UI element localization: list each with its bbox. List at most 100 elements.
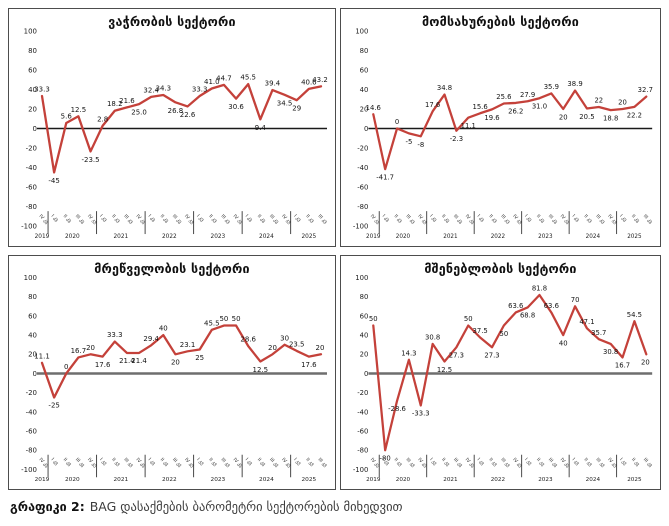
x-axis-quarter-label: II კვ (207, 457, 218, 468)
x-axis-quarter-label: III კვ (220, 457, 232, 469)
y-axis-tick-label: -80 (357, 447, 368, 455)
x-axis-quarter-label: III კვ (547, 213, 559, 225)
data-point-label: 17.6 (95, 361, 111, 369)
x-axis-quarter-label: III კვ (268, 213, 280, 225)
x-axis-quarter-label: II კვ (304, 457, 315, 468)
data-point-label: 18.2 (107, 100, 123, 108)
data-point-label: 54.5 (627, 311, 642, 319)
x-axis-quarter-label: III კვ (74, 213, 86, 225)
data-point-label: 23.5 (289, 341, 305, 349)
y-axis-tick-label: 20 (28, 105, 37, 113)
x-axis-quarter-label: II კვ (159, 213, 170, 224)
x-axis-quarter-label: I კვ (292, 213, 302, 223)
x-axis-quarter-label: III კვ (500, 213, 512, 225)
y-axis-tick-label: -40 (26, 164, 37, 172)
x-axis-quarter-label: II კვ (304, 213, 315, 224)
x-axis-quarter-label: III კვ (452, 457, 464, 469)
y-axis-tick-label: 0 (364, 370, 368, 378)
x-axis-year-label: 2019 (35, 477, 50, 483)
x-axis-year-label: 2022 (162, 234, 177, 240)
data-point-label: 5.6 (61, 113, 72, 121)
data-point-label: -33.3 (412, 410, 430, 418)
y-axis-tick-label: -60 (357, 427, 368, 435)
data-point-label: 41.0 (204, 78, 220, 86)
caption-label: გრაფიკი 2: (10, 499, 85, 514)
data-point-label: 50 (369, 315, 378, 323)
data-point-label: 30.8 (425, 334, 440, 342)
data-point-label: 30 (280, 334, 289, 342)
data-point-label: 29 (292, 105, 301, 113)
data-point-label: 35.7 (591, 329, 606, 337)
y-axis-tick-label: 40 (360, 332, 369, 340)
data-point-label: 35.9 (544, 83, 559, 91)
x-axis-year-label: 2020 (65, 234, 80, 240)
data-point-label: 45.5 (204, 319, 220, 327)
x-axis-quarter-label: III კვ (268, 457, 280, 469)
chart-title-industry: მრეწველობის სექტორი (94, 261, 250, 276)
x-axis-quarter-label: III კვ (547, 457, 559, 469)
data-point-label: 40.6 (301, 78, 317, 86)
data-point-label: 25 (195, 354, 204, 362)
data-point-label: 34.5 (277, 99, 293, 107)
chart-panel-industry: მრეწველობის სექტორი 100 80 60 40 20 0 -20 -40 -6… (8, 255, 336, 490)
chart-panel-construction: მშენებლობის სექტორი 100 80 60 40 20 0 -20 -40 -6… (340, 255, 661, 490)
x-axis-quarter-label: I კვ (50, 457, 60, 467)
x-axis-year-label: 2020 (65, 477, 80, 483)
x-axis-year-label: 2023 (538, 234, 553, 240)
y-axis-tick-label: 100 (355, 274, 368, 282)
data-point-label: 0 (64, 363, 68, 371)
x-axis-year-label: 2025 (302, 477, 317, 483)
x-axis-quarter-label: III კვ (642, 457, 654, 469)
y-axis-tick-label: -40 (26, 408, 37, 416)
x-axis-quarter-label: I კვ (476, 457, 486, 467)
x-axis-quarter-label: II კვ (207, 213, 218, 224)
data-point-label: 37.5 (472, 327, 487, 335)
x-axis-quarter-label: I კვ (428, 213, 438, 223)
x-axis-quarter-label: I კვ (571, 457, 581, 467)
data-point-label: 19.6 (484, 114, 499, 122)
x-axis-quarter-label: I კვ (428, 457, 438, 467)
y-axis-tick-label: 40 (28, 332, 37, 340)
data-point-label: -45 (48, 177, 59, 185)
x-axis-year-label: 2021 (113, 234, 128, 240)
x-axis-year-label: 2019 (35, 234, 50, 240)
data-point-label: 20 (171, 359, 180, 367)
chart-title-trade: ვაჭრობის სექტორი (108, 14, 236, 29)
x-axis-quarter-label: II კვ (110, 213, 121, 224)
x-axis-quarter-label: I კვ (381, 213, 391, 223)
y-axis-tick-label: 80 (28, 47, 37, 55)
data-point-label: 32.7 (638, 86, 653, 94)
data-point-label: 25.6 (496, 93, 511, 101)
x-axis-quarter-label: I კვ (292, 457, 302, 467)
x-axis-year-label: 2024 (586, 234, 601, 240)
y-axis-tick-label: -100 (353, 223, 369, 231)
data-point-label: 17.6 (425, 101, 440, 109)
data-point-label: 43.2 (312, 76, 328, 84)
y-axis-tick-label: 100 (24, 274, 37, 282)
y-axis-tick-label: 20 (360, 105, 369, 113)
x-axis-quarter-label: I კვ (195, 457, 205, 467)
x-axis-quarter-label: III კვ (122, 213, 134, 225)
data-point-label: 34.8 (437, 84, 452, 92)
y-axis-tick-label: -80 (357, 203, 368, 211)
x-axis-quarter-label: II კვ (110, 457, 121, 468)
data-point-label: 14.6 (366, 104, 381, 112)
x-axis-year-label: 2019 (366, 234, 381, 240)
x-axis-quarter-label: III კვ (405, 213, 417, 225)
y-axis-tick-label: 0 (33, 370, 37, 378)
y-axis-tick-label: 80 (360, 293, 369, 301)
y-axis-tick-label: -100 (21, 466, 37, 474)
data-point-label: 11.1 (461, 122, 476, 130)
data-point-label: 11.1 (34, 352, 50, 360)
data-point-label: 40 (559, 339, 568, 347)
series-line (372, 89, 648, 171)
x-axis-quarter-label: I კვ (618, 457, 628, 467)
x-axis-year-label: 2025 (302, 234, 317, 240)
x-axis-quarter-label: III კვ (74, 457, 86, 469)
y-axis-tick-label: 20 (28, 351, 37, 359)
x-axis-quarter-label: I კვ (195, 213, 205, 223)
y-axis-tick-label: -20 (26, 145, 37, 153)
x-axis-quarter-label: II კვ (440, 213, 451, 224)
